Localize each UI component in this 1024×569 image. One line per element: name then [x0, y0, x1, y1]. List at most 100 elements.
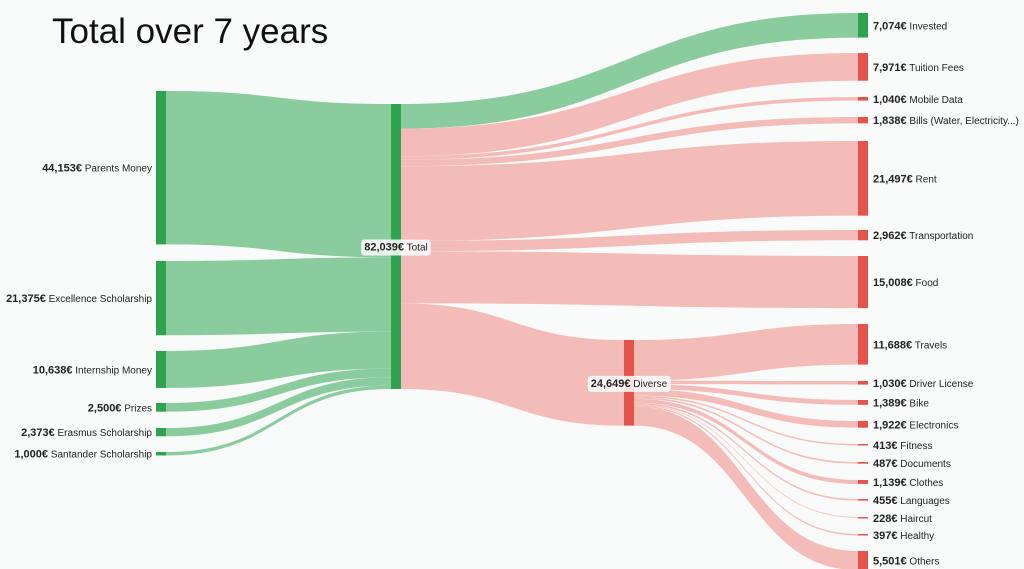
node-value: 82,039€: [364, 242, 404, 254]
link-total-to-bills-water-electricity: [401, 117, 858, 167]
label-diverse: 24,649€ Diverse: [591, 378, 668, 390]
node-travels: [858, 324, 868, 365]
label-travels: 11,688€ Travels: [873, 339, 947, 351]
node-clothes: [858, 480, 868, 484]
label-excellence-scholarship: 21,375€ Excellence Scholarship: [6, 293, 152, 305]
link-erasmus-scholarship-to-total: [166, 377, 391, 437]
node-santander-scholarship: [156, 452, 166, 456]
link-diverse-to-documents: [634, 397, 858, 464]
label-documents: 487€ Documents: [873, 458, 951, 470]
node-value: 1,838€: [873, 115, 907, 127]
node-name: Documents: [897, 459, 950, 470]
node-value: 1,922€: [873, 419, 907, 431]
label-transportation: 2,962€ Transportation: [873, 230, 973, 242]
label-prizes: 2,500€ Prizes: [88, 402, 152, 414]
label-healthy: 397€ Healthy: [873, 530, 934, 542]
label-background: [361, 239, 431, 256]
link-diverse-to-healthy: [634, 405, 858, 536]
node-name: Total: [404, 243, 428, 254]
label-santander-scholarship: 1,000€ Santander Scholarship: [14, 449, 152, 461]
node-name: Haircut: [897, 514, 932, 525]
label-rent: 21,497€ Rent: [873, 173, 937, 185]
node-name: Others: [907, 557, 940, 568]
link-diverse-to-languages: [634, 402, 858, 501]
link-diverse-to-others: [634, 406, 858, 569]
node-name: Clothes: [907, 478, 944, 489]
node-name: Transportation: [907, 231, 974, 242]
node-name: Parents Money: [82, 164, 152, 175]
labels-layer: 44,153€ Parents Money 21,375€ Excellence …: [6, 20, 1019, 567]
label-internship-money: 10,638€ Internship Money: [33, 364, 152, 376]
node-name: Internship Money: [73, 365, 153, 376]
label-fitness: 413€ Fitness: [873, 440, 933, 452]
node-value: 2,373€: [21, 427, 55, 439]
label-erasmus-scholarship: 2,373€ Erasmus Scholarship: [21, 427, 152, 439]
label-languages: 455€ Languages: [873, 495, 950, 507]
node-haircut: [858, 517, 868, 519]
node-name: Rent: [913, 174, 937, 185]
node-value: 1,040€: [873, 94, 907, 106]
node-value: 24,649€: [591, 378, 631, 390]
node-name: Erasmus Scholarship: [55, 428, 153, 439]
node-prizes: [156, 403, 166, 412]
node-value: 21,375€: [6, 293, 46, 305]
node-electronics: [858, 421, 868, 428]
node-name: Mobile Data: [907, 95, 964, 106]
link-diverse-to-clothes: [634, 398, 858, 484]
node-parents-money: [156, 91, 166, 245]
label-clothes: 1,139€ Clothes: [873, 477, 943, 489]
node-name: Diverse: [631, 379, 668, 390]
label-driver-license: 1,030€ Driver License: [873, 378, 974, 390]
links-layer: [166, 13, 858, 569]
node-name: Santander Scholarship: [48, 450, 152, 461]
link-diverse-to-fitness: [634, 395, 858, 446]
label-parents-money: 44,153€ Parents Money: [42, 163, 152, 175]
node-value: 413€: [873, 440, 897, 452]
node-value: 7,074€: [873, 20, 907, 32]
node-name: Prizes: [121, 403, 152, 414]
node-name: Healthy: [897, 531, 934, 542]
node-name: Invested: [907, 21, 948, 32]
node-driver-license: [858, 381, 868, 385]
node-value: 228€: [873, 513, 897, 525]
node-transportation: [858, 230, 868, 241]
node-value: 455€: [873, 495, 897, 507]
link-total-to-invested: [401, 13, 858, 129]
link-diverse-to-travels: [634, 324, 858, 381]
node-value: 487€: [873, 458, 897, 470]
link-internship-money-to-total: [166, 331, 391, 388]
label-mobile-data: 1,040€ Mobile Data: [873, 94, 963, 106]
label-total: 82,039€ Total: [364, 242, 428, 254]
label-food: 15,008€ Food: [873, 277, 938, 289]
node-name: Food: [913, 278, 939, 289]
link-total-to-food: [401, 251, 858, 309]
node-name: Languages: [897, 496, 949, 507]
link-total-to-mobile-data: [401, 97, 858, 160]
node-erasmus-scholarship: [156, 428, 166, 437]
link-total-to-tuition-fees: [401, 53, 858, 157]
node-rent: [858, 141, 868, 216]
node-documents: [858, 462, 868, 464]
node-value: 397€: [873, 530, 897, 542]
link-diverse-to-haircut: [634, 404, 858, 518]
node-value: 1,000€: [14, 449, 48, 461]
node-others: [858, 551, 868, 569]
node-fitness: [858, 444, 868, 446]
link-diverse-to-bike: [634, 384, 858, 405]
link-total-to-rent: [401, 141, 858, 241]
node-bike: [858, 400, 868, 405]
node-value: 1,139€: [873, 477, 907, 489]
link-prizes-to-total: [166, 368, 391, 412]
label-others: 5,501€ Others: [873, 556, 939, 568]
label-electronics: 1,922€ Electronics: [873, 419, 958, 431]
node-value: 1,030€: [873, 378, 907, 390]
link-total-to-transportation: [401, 230, 858, 252]
node-internship-money: [156, 351, 166, 388]
node-value: 5,501€: [873, 556, 907, 568]
node-tuition-fees: [858, 53, 868, 81]
node-value: 15,008€: [873, 277, 913, 289]
node-name: Bills (Water, Electricity...): [907, 116, 1019, 127]
link-diverse-to-electronics: [634, 389, 858, 428]
link-excellence-scholarship-to-total: [166, 257, 391, 336]
